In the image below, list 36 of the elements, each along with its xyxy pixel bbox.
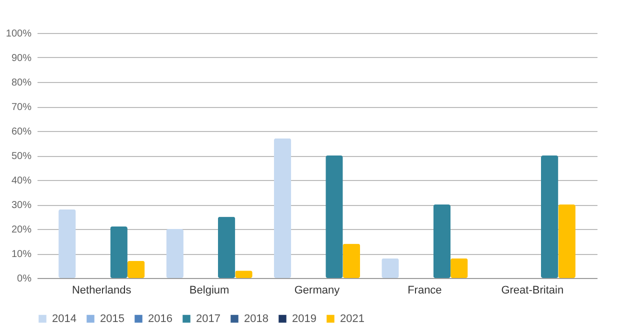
y-tick-label: 40%	[11, 176, 32, 186]
x-tick-label: Great-Britain	[501, 284, 564, 296]
y-tick-label: 10%	[11, 249, 32, 260]
bar	[450, 258, 468, 278]
legend-label: 2017	[196, 312, 220, 323]
bar	[326, 156, 343, 278]
x-tick-label: France	[408, 284, 442, 296]
y-tick-label: 90%	[11, 53, 32, 64]
bar	[274, 138, 292, 278]
bar	[433, 204, 451, 278]
legend-label: 2018	[244, 312, 268, 323]
bar	[218, 216, 236, 278]
y-tick-label: 0%	[17, 274, 32, 284]
bar	[58, 209, 76, 278]
bar	[166, 229, 184, 278]
y-tick-label: 30%	[11, 200, 32, 211]
bar	[541, 156, 558, 278]
bar	[110, 226, 128, 278]
bar	[382, 258, 399, 278]
x-tick-label: Belgium	[189, 284, 230, 296]
y-tick-label: 80%	[11, 78, 32, 88]
legend-label: 2019	[292, 312, 316, 323]
legend-label: 2021	[340, 312, 364, 323]
bar	[127, 260, 145, 278]
y-tick-label: 100%	[6, 28, 32, 40]
y-tick-label: 50%	[11, 151, 32, 162]
bar	[342, 244, 360, 278]
x-tick-label: Netherlands	[72, 284, 132, 296]
bar	[558, 204, 576, 278]
legend-label: 2015	[100, 312, 124, 323]
y-tick-label: 20%	[11, 224, 32, 236]
legend-label: 2014	[52, 312, 76, 323]
y-tick-label: 70%	[11, 102, 32, 113]
x-tick-label: Germany	[294, 284, 340, 296]
legend-label: 2016	[148, 312, 172, 323]
y-tick-label: 60%	[11, 126, 32, 138]
